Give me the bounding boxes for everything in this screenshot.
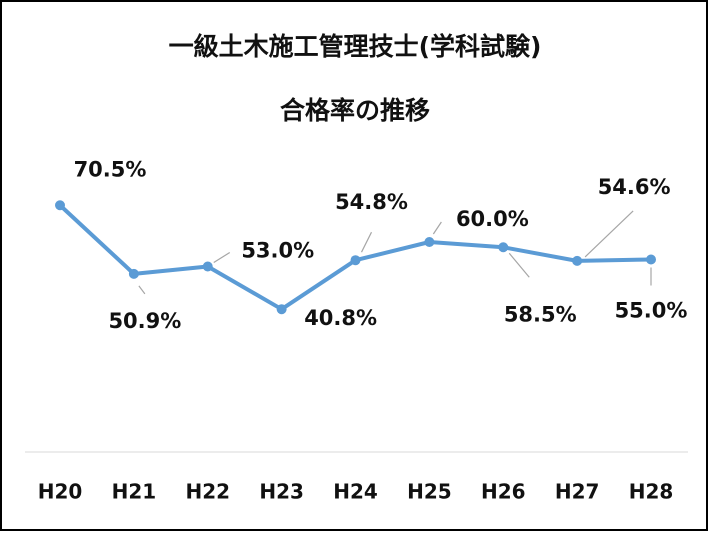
data-point	[276, 304, 287, 315]
data-label: 70.5%	[74, 157, 147, 181]
data-label: 54.6%	[598, 175, 671, 199]
data-label: 54.8%	[335, 190, 408, 214]
data-point	[55, 200, 65, 211]
data-label: 60.0%	[456, 207, 529, 231]
chart-title: 一級土木施工管理技士(学科試験)	[169, 32, 542, 61]
data-point	[128, 268, 139, 279]
leader-line	[360, 231, 373, 253]
leader-line	[213, 251, 231, 264]
data-label: 40.8%	[304, 306, 377, 330]
data-label: 58.5%	[504, 302, 577, 326]
x-tick-label: H22	[185, 480, 230, 504]
x-tick-label: H20	[38, 480, 83, 504]
data-label: 50.9%	[108, 309, 181, 333]
data-point	[350, 255, 361, 266]
x-tick-label: H25	[407, 480, 452, 504]
data-label: 55.0%	[615, 299, 688, 323]
data-point	[424, 237, 435, 247]
leader-line	[138, 285, 146, 295]
x-tick-label: H28	[629, 480, 674, 504]
chart-subtitle: 合格率の推移	[280, 96, 430, 125]
data-point	[646, 254, 656, 265]
leader-line	[508, 252, 530, 278]
x-tick-label: H23	[259, 480, 304, 504]
x-tick-label: H27	[555, 480, 600, 504]
data-label: 53.0%	[241, 239, 314, 263]
leader-line	[432, 221, 442, 235]
leader-line	[584, 210, 634, 258]
x-tick-label: H24	[333, 480, 378, 504]
data-point	[572, 255, 583, 266]
data-point	[202, 261, 213, 272]
x-tick-label: H21	[112, 480, 157, 504]
data-point	[498, 242, 509, 253]
x-tick-label: H26	[481, 480, 526, 504]
